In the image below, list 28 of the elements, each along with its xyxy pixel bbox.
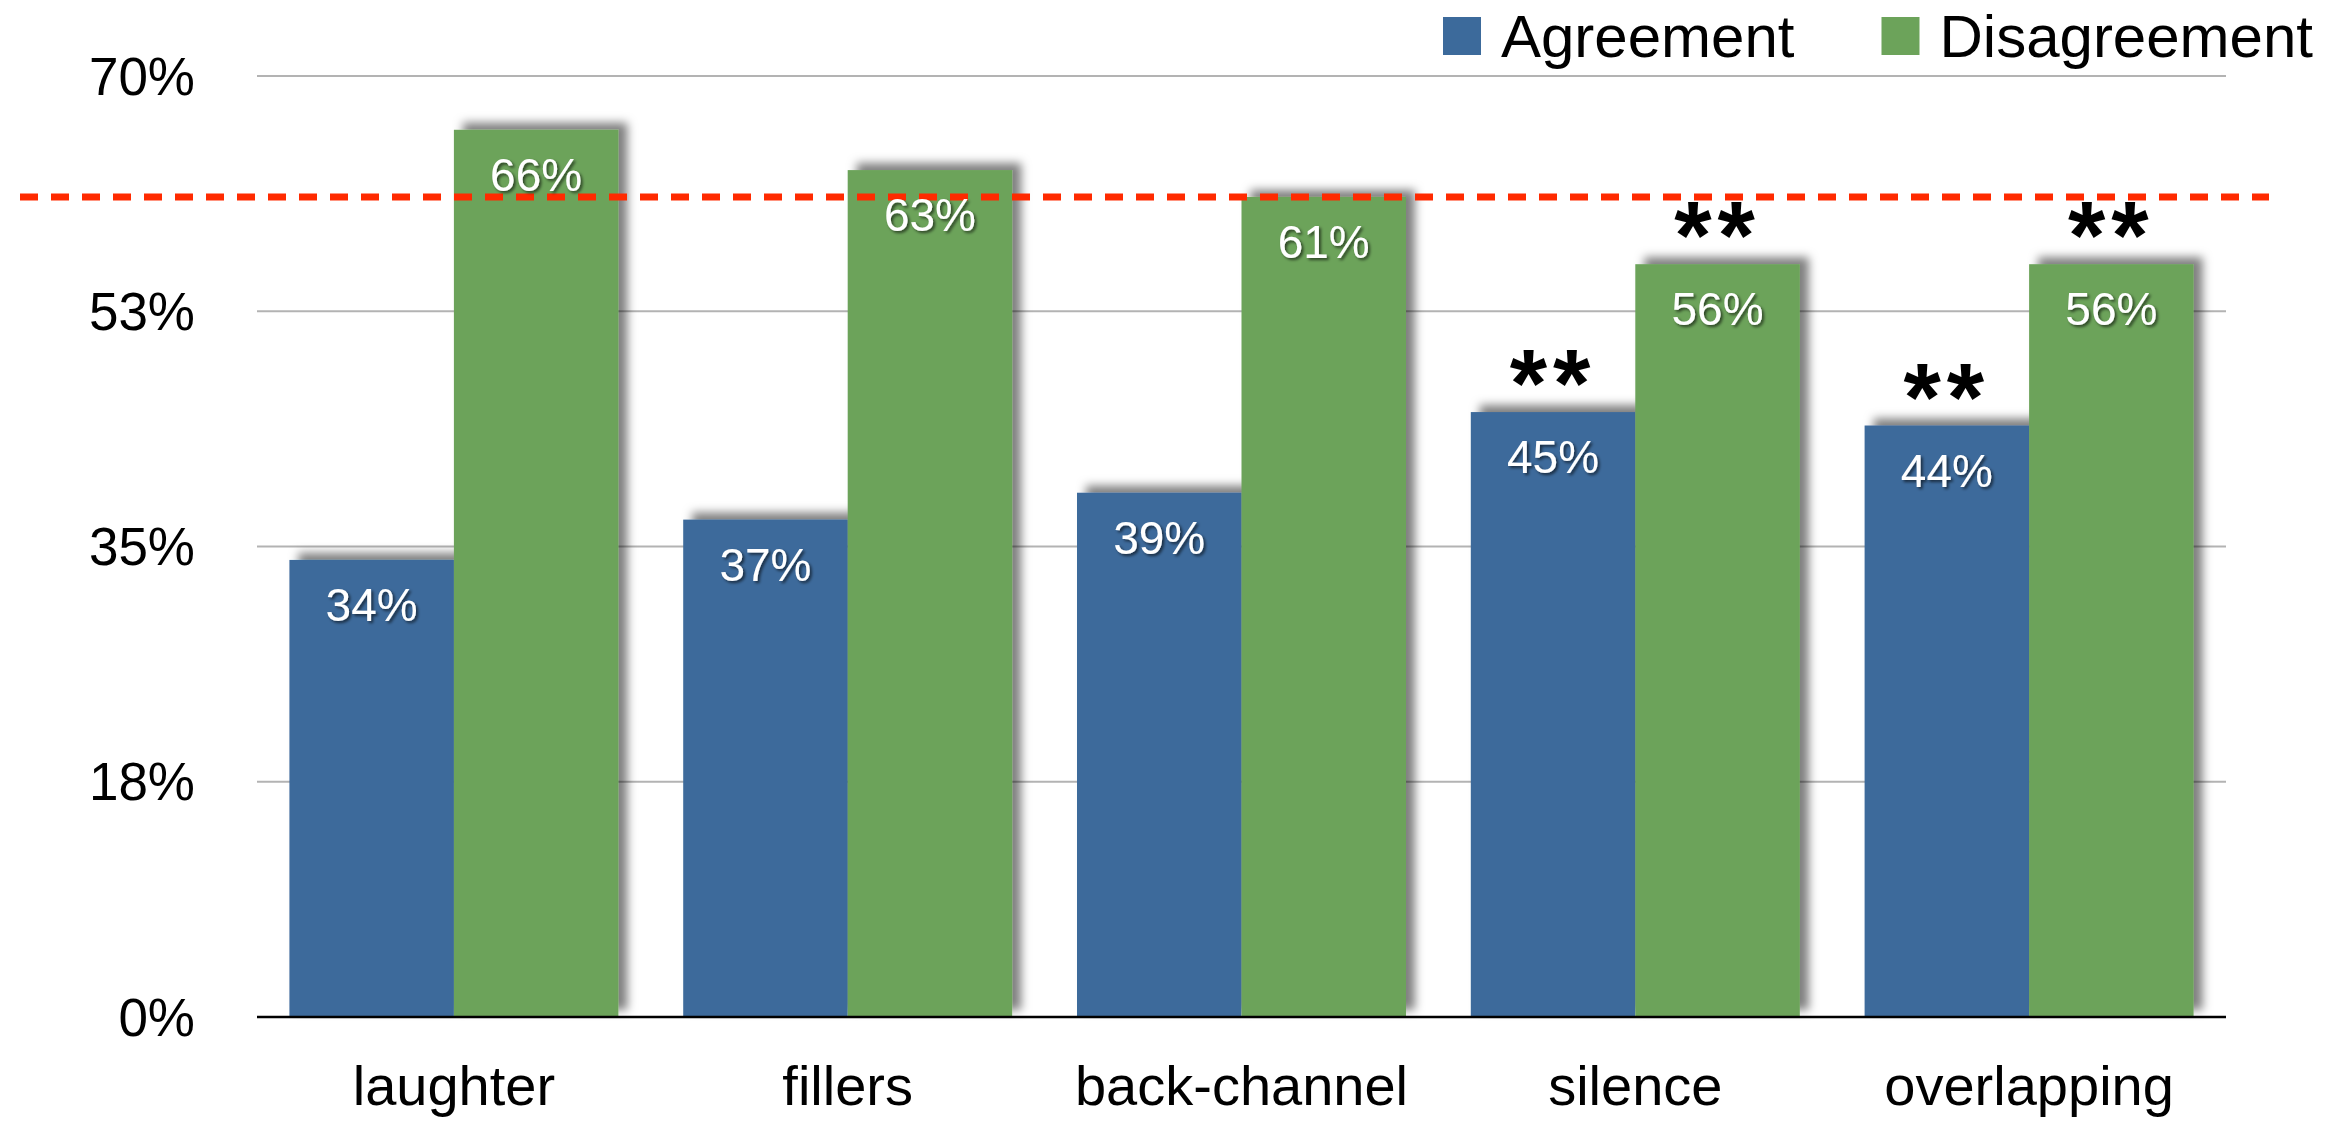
y-tick-label: 70%	[88, 46, 195, 106]
bar	[1077, 492, 1242, 1017]
bar	[2029, 264, 2194, 1017]
bar	[1635, 264, 1800, 1017]
y-tick-label: 53%	[88, 281, 195, 341]
x-tick-label: fillers	[782, 1054, 914, 1117]
bar	[683, 519, 848, 1017]
bar	[1470, 412, 1636, 1017]
x-tick-label: silence	[1548, 1054, 1723, 1117]
data-label: 34%	[325, 578, 418, 631]
bar	[1864, 425, 2030, 1017]
y-tick-label: 35%	[88, 517, 195, 577]
x-tick-label: laughter	[352, 1054, 556, 1117]
x-tick-label: overlapping	[1884, 1054, 2174, 1117]
x-tick-label: back-channel	[1074, 1054, 1409, 1117]
bar	[1241, 196, 1406, 1017]
bar	[453, 129, 619, 1017]
data-label: 66%	[490, 148, 583, 201]
y-tick-label: 0%	[118, 987, 195, 1047]
legend-label: Agreement	[1501, 3, 1795, 70]
data-label: 63%	[883, 189, 976, 242]
data-label: 37%	[719, 538, 812, 591]
data-label: 39%	[1113, 511, 1206, 564]
y-tick-label: 18%	[88, 752, 195, 812]
bar	[847, 170, 1013, 1017]
bar	[289, 559, 454, 1017]
legend-label: Disagreement	[1939, 3, 2314, 70]
data-label: 61%	[1277, 215, 1370, 268]
